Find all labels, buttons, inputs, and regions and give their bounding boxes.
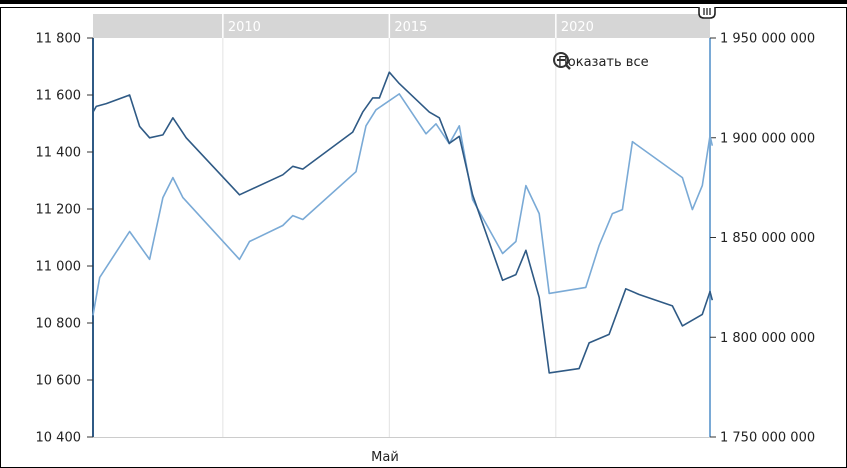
x-tick-label-2020: 2020 — [561, 20, 594, 35]
right-axis-tick-label: 1 800 000 000 — [720, 331, 815, 346]
reset-zoom-button[interactable]: Показать все — [552, 51, 649, 73]
series-line-left-axis[interactable] — [92, 71, 714, 374]
right-axis-tick-label: 1 850 000 000 — [720, 231, 815, 246]
navigator-band[interactable] — [93, 14, 710, 38]
grip-handle-icon[interactable] — [697, 7, 717, 19]
right-axis-tick-label: 1 750 000 000 — [720, 431, 815, 446]
left-axis-tick-label: 11 800 — [36, 32, 82, 47]
frame-border-left — [0, 8, 1, 468]
x-tick-label-2015: 2015 — [394, 20, 427, 35]
right-axis-tick-label: 1 900 000 000 — [720, 131, 815, 146]
reset-zoom-label: Показать все — [558, 54, 649, 70]
series-line-right-axis[interactable] — [92, 93, 714, 316]
left-axis-tick-label: 11 600 — [36, 89, 82, 104]
top-rule-thin — [0, 7, 847, 8]
right-axis-tick-label: 1 950 000 000 — [720, 32, 815, 47]
left-axis-tick-label: 10 600 — [36, 374, 82, 389]
left-axis-tick-label: 10 400 — [36, 431, 82, 446]
left-axis-tick-label: 11 200 — [36, 203, 82, 218]
top-rule — [0, 0, 847, 4]
left-axis-tick-label: 10 800 — [36, 317, 82, 332]
x-tick-label-2010: 2010 — [228, 20, 261, 35]
left-axis-tick-label: 11 400 — [36, 146, 82, 161]
x-axis-label: Май — [371, 450, 399, 465]
left-axis-tick-label: 11 000 — [36, 260, 82, 275]
